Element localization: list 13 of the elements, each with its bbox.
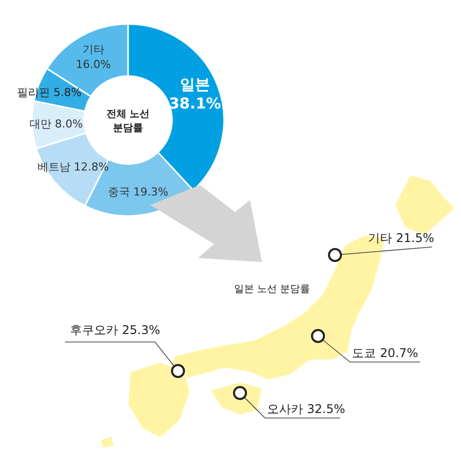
data-label: 38.1% xyxy=(169,94,222,113)
slice-label: 대만 8.0% xyxy=(29,118,83,131)
category-label: 후쿠오카 xyxy=(70,323,118,337)
slice-label: 일본 xyxy=(180,76,210,94)
data-label: 16.0% xyxy=(76,58,111,71)
text: 전체 노선 분담률 xyxy=(106,109,150,134)
slice-label: 중국 19.3% xyxy=(108,185,168,198)
category-label: 오사카 xyxy=(267,402,303,416)
slice-label: 베트남 12.8% xyxy=(37,160,109,174)
category-label: 도쿄 xyxy=(352,346,376,360)
slice-label: 기타 xyxy=(82,42,104,56)
text: 일본 노선 분담률 xyxy=(234,284,310,295)
category-label: 기타 xyxy=(368,231,392,245)
